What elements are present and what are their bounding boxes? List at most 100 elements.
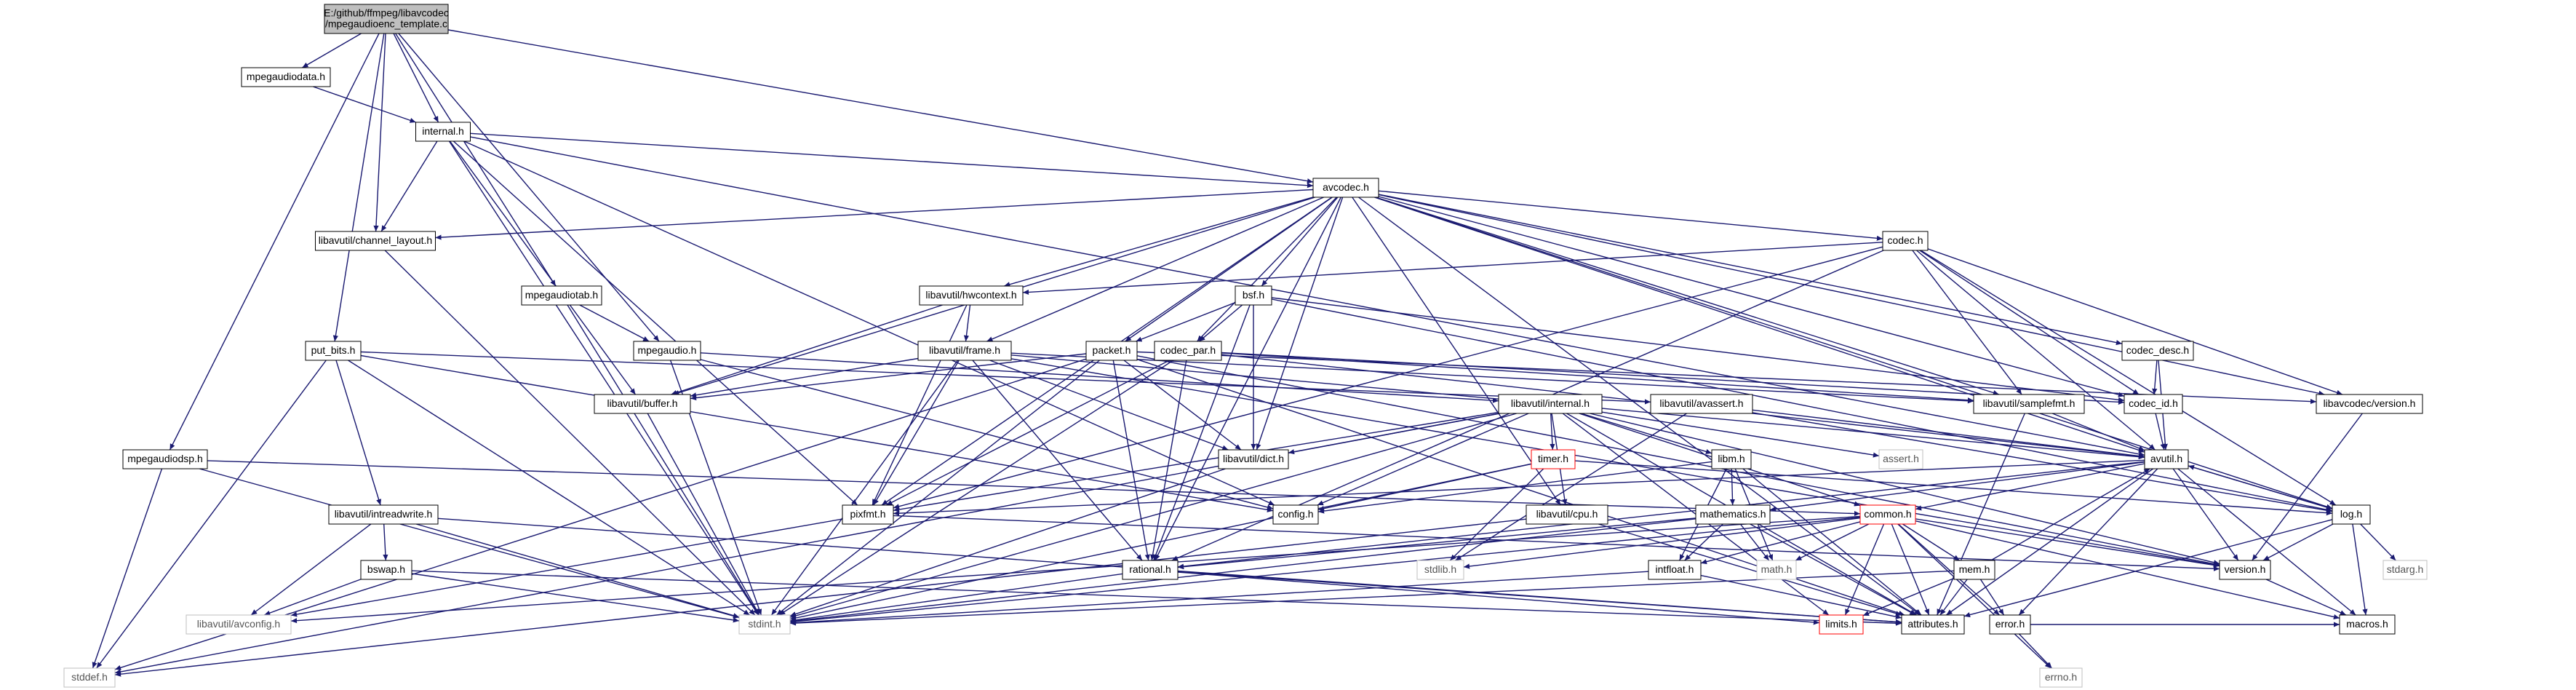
node-codec[interactable]: codec.h <box>1882 231 1929 251</box>
node-libm[interactable]: libm.h <box>1711 449 1752 469</box>
node-label-buffer: libavutil/buffer.h <box>607 397 677 409</box>
edge-avutil-to-error <box>2018 468 2158 616</box>
edge-error-to-errno <box>2018 633 2053 669</box>
edge-avutil-to-attributes <box>1945 468 2154 616</box>
edge-avutil-to-mathematics <box>1769 461 2145 512</box>
node-label-libm: libm.h <box>1718 453 1744 464</box>
node-mathematics[interactable]: mathematics.h <box>1695 504 1771 525</box>
edge-avutil-to-macros <box>2177 468 2356 616</box>
node-box-frame <box>917 341 1012 361</box>
edge-avutil_internal-to-stdint <box>789 413 1517 619</box>
node-label-timer: timer.h <box>1538 453 1568 464</box>
edge-avcodec-to-frame <box>986 197 1324 342</box>
node-limits[interactable]: limits.h <box>1819 614 1864 635</box>
edge-avassert-to-stdlib <box>1455 413 1687 561</box>
node-box-buffer <box>594 394 691 414</box>
edge-log-to-stdarg <box>2360 523 2396 561</box>
node-samplefmt[interactable]: libavutil/samplefmt.h <box>1973 394 2085 414</box>
node-box-root <box>324 4 449 34</box>
node-mpegaudiotab[interactable]: mpegaudiotab.h <box>521 285 602 306</box>
node-frame[interactable]: libavutil/frame.h <box>917 341 1012 361</box>
node-label-hwcontext: libavutil/hwcontext.h <box>925 289 1016 301</box>
edge-mathematics-to-rational <box>1177 518 1696 570</box>
node-avcodec[interactable]: avcodec.h <box>1312 178 1379 198</box>
node-label-codec: codec.h <box>1887 234 1923 246</box>
node-internal[interactable]: internal.h <box>415 122 471 142</box>
node-rational[interactable]: rational.h <box>1122 560 1179 580</box>
node-attributes[interactable]: attributes.h <box>1901 614 1965 635</box>
node-put_bits[interactable]: put_bits.h <box>305 341 362 361</box>
edge-packet-to-dict <box>1123 360 1242 451</box>
node-mpegaudio[interactable]: mpegaudio.h <box>633 341 701 361</box>
edge-mpegaudiotab-to-mpegaudio <box>579 304 650 342</box>
node-channel_layout[interactable]: libavutil/channel_layout.h <box>315 231 436 251</box>
node-avutil_internal[interactable]: libavutil/internal.h <box>1498 394 1603 414</box>
node-box-bswap <box>360 560 412 580</box>
node-box-codec_id <box>2124 394 2183 414</box>
node-box-timer <box>1531 449 1576 469</box>
edge-common-to-avconfig <box>290 515 1861 624</box>
node-box-limits <box>1819 614 1864 635</box>
node-avassert[interactable]: libavutil/avassert.h <box>1650 394 1753 414</box>
edge-avcodec-to-codec <box>1378 190 1883 241</box>
node-intreadwrite[interactable]: libavutil/intreadwrite.h <box>328 504 439 525</box>
edge-mpegaudiotab-to-stdint <box>567 304 759 616</box>
node-macros[interactable]: macros.h <box>2339 614 2396 635</box>
node-log[interactable]: log.h <box>2332 504 2371 525</box>
node-hwcontext[interactable]: libavutil/hwcontext.h <box>919 285 1024 306</box>
node-bsf[interactable]: bsf.h <box>1235 285 1272 306</box>
edge-mpegaudiodsp-to-stdint <box>199 468 740 619</box>
node-version[interactable]: version.h <box>2219 560 2271 580</box>
node-label-samplefmt: libavutil/samplefmt.h <box>1983 397 2075 409</box>
node-dict[interactable]: libavutil/dict.h <box>1218 449 1289 469</box>
node-label-macros: macros.h <box>2346 618 2388 630</box>
edge-common-to-stdint <box>789 517 1861 624</box>
node-buffer[interactable]: libavutil/buffer.h <box>594 394 691 414</box>
edge-cpu-to-stddef <box>114 518 1527 677</box>
edge-packet-to-version <box>1136 355 2220 567</box>
edge-internal-to-buffer <box>449 140 637 395</box>
node-mem[interactable]: mem.h <box>1953 560 1995 580</box>
node-root[interactable]: E:/github/ffmpeg/libavcodec/mpegaudioenc… <box>324 4 449 34</box>
node-codec_id[interactable]: codec_id.h <box>2124 394 2183 414</box>
node-bswap[interactable]: bswap.h <box>360 560 412 580</box>
node-box-cpu <box>1526 504 1608 525</box>
edge-root-to-internal <box>393 33 439 123</box>
edge-version-to-macros <box>2265 579 2347 616</box>
node-box-mathematics <box>1695 504 1771 525</box>
node-packet[interactable]: packet.h <box>1085 341 1138 361</box>
node-common[interactable]: common.h <box>1859 504 1916 525</box>
node-config[interactable]: config.h <box>1272 504 1319 525</box>
edge-frame-to-buffer <box>690 357 919 398</box>
edge-mpegaudiodsp-to-stddef <box>92 468 163 669</box>
node-mpegaudiodsp[interactable]: mpegaudiodsp.h <box>122 449 208 469</box>
node-label-avutil: avutil.h <box>2150 453 2182 464</box>
node-label-channel_layout: libavutil/channel_layout.h <box>319 234 432 246</box>
node-codec_desc[interactable]: codec_desc.h <box>2121 341 2194 361</box>
edge-root-to-mpegaudiodata <box>302 33 362 68</box>
node-label-avcodec: avcodec.h <box>1323 181 1369 193</box>
edge-mem-to-limits <box>1862 577 1955 616</box>
node-label-stdlib: stdlib.h <box>1424 563 1456 575</box>
edge-hwcontext-to-frame <box>963 304 971 342</box>
node-avcodec_version[interactable]: libavcodec/version.h <box>2316 394 2423 414</box>
edge-internal-to-config <box>463 140 1275 506</box>
edge-avcodec-to-cpu <box>1352 197 1561 506</box>
edge-root-to-mpegaudiotab <box>395 33 557 287</box>
node-intfloat[interactable]: intfloat.h <box>1648 560 1702 580</box>
node-timer[interactable]: timer.h <box>1531 449 1576 469</box>
node-avutil[interactable]: avutil.h <box>2144 449 2189 469</box>
node-mpegaudiodata[interactable]: mpegaudiodata.h <box>241 67 331 87</box>
node-box-codec_desc <box>2121 341 2194 361</box>
node-cpu[interactable]: libavutil/cpu.h <box>1526 504 1608 525</box>
node-label-mpegaudio: mpegaudio.h <box>638 344 697 356</box>
node-label-packet: packet.h <box>1093 344 1131 356</box>
node-pixfmt[interactable]: pixfmt.h <box>842 504 894 525</box>
node-box-stddef <box>63 667 116 688</box>
edge-avutil-to-rational <box>1177 461 2145 569</box>
edge-codec-to-avutil <box>1916 250 2156 451</box>
node-codec_par[interactable]: codec_par.h <box>1154 341 1222 361</box>
node-box-internal <box>415 122 471 142</box>
node-box-avutil <box>2144 449 2189 469</box>
node-error[interactable]: error.h <box>1989 614 2031 635</box>
